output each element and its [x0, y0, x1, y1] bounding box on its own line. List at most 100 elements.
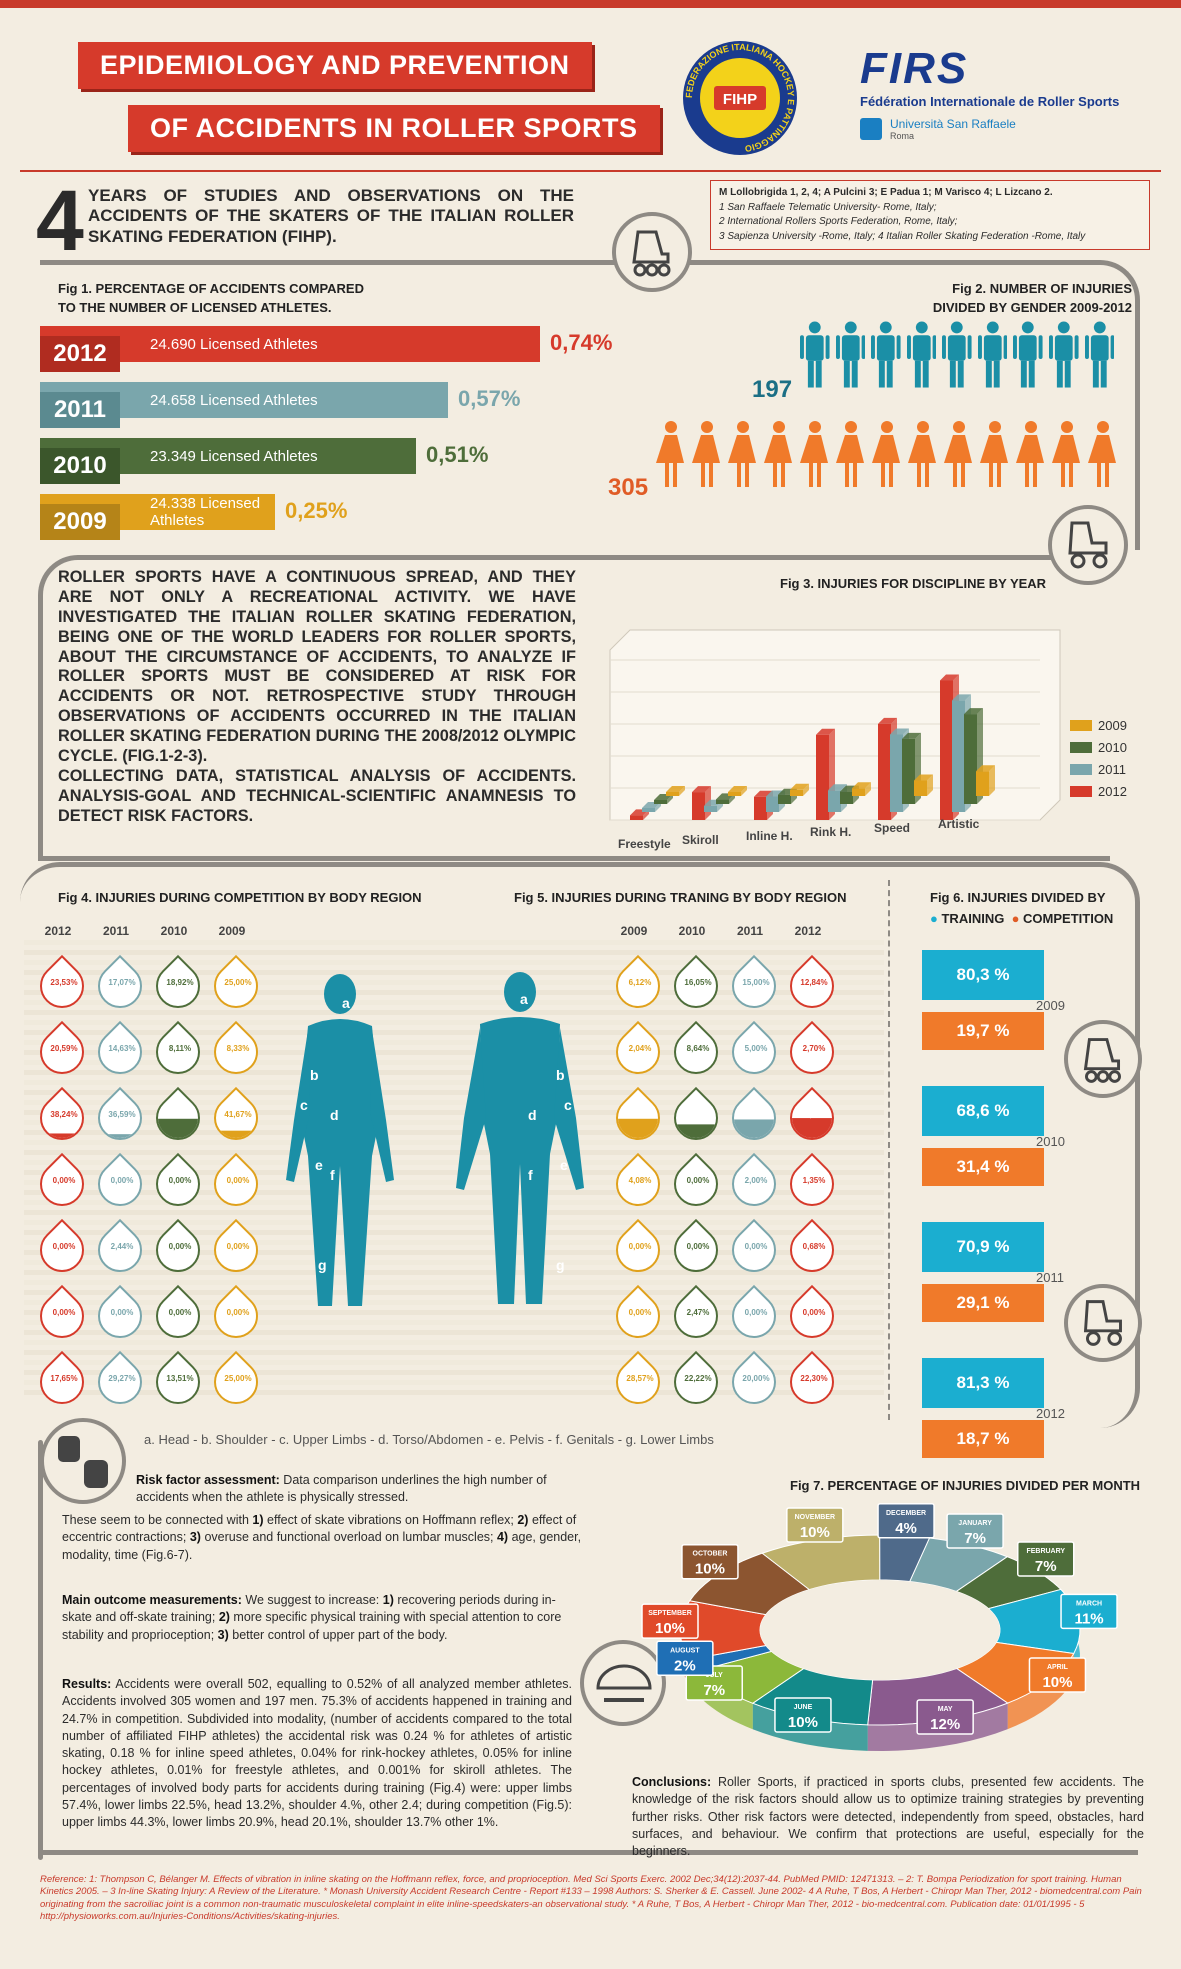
woman-icon	[692, 421, 720, 487]
helmet-badge	[580, 1640, 666, 1726]
stripe	[24, 1340, 884, 1345]
fig4-year-2010: 2010	[160, 924, 188, 938]
fig3-bar-top	[790, 783, 809, 790]
inline-skate-icon	[632, 230, 671, 277]
fig5-drop: 60,14%	[780, 1086, 844, 1150]
droplet-label: 16,05%	[684, 978, 712, 987]
fig3-title: Fig 3. INJURIES FOR DISCIPLINE BY YEAR	[780, 576, 1047, 591]
fig3-bar-2009-Skiroll	[728, 792, 741, 796]
fig5-drop: 5,00%	[722, 1020, 786, 1084]
fig6-chart: 80,3 % 19,7 % 2009 68,6 % 31,4 % 2010 70,9 % 29…	[900, 950, 1120, 1458]
female-region-label: d	[330, 1107, 339, 1123]
fig3-bar-top	[964, 708, 983, 715]
stripe	[24, 1230, 884, 1235]
fig1-bar-2012: 24.690 Licensed Athletes	[40, 326, 540, 362]
fig4-drop: 0,00%	[204, 1218, 268, 1282]
fig5-drop: 8,64%	[664, 1020, 728, 1084]
fig3-category-label: Inline H.	[746, 829, 793, 843]
fig7-label-may: MAY 12%	[916, 1699, 974, 1735]
droplet-label: 36,59%	[108, 1110, 136, 1119]
fig3-bar-2010-Inline H.	[778, 794, 791, 804]
fig3-bar-top	[914, 774, 933, 781]
fig4-chart: 23,53% 17,07% 18,92% 25,00% 20,59% 14,63% 8,11…	[30, 950, 280, 1414]
authors-box: M Lollobrigida 1, 2, 4; A Pulcini 3; E P…	[710, 180, 1150, 250]
fig4-drop: 0,00%	[88, 1152, 152, 1216]
stripe	[24, 1250, 884, 1255]
stripe	[24, 1010, 884, 1015]
fig3-bar-2010-Speed	[902, 738, 915, 804]
fig7-month-label: SEPTEMBER	[648, 1610, 692, 1617]
fig7-label-october: OCTOBER 10%	[681, 1543, 739, 1580]
woman-icon	[1052, 421, 1080, 487]
fig6-competition-2011: 29,1 %	[922, 1284, 1044, 1322]
droplet-label: 2,00%	[744, 1176, 768, 1185]
droplet-fill	[99, 1403, 152, 1414]
fig3-legend-label: 2011	[1098, 762, 1126, 777]
quad-skate-icon	[1068, 521, 1108, 569]
droplet-label: 0,00%	[52, 1308, 76, 1317]
fig4-drop: 0,00%	[30, 1284, 94, 1348]
stripe	[24, 1170, 884, 1175]
droplet-label: 17,07%	[108, 978, 136, 987]
droplet-label: 12,84%	[800, 978, 828, 987]
droplet-label: 38,24%	[50, 1110, 78, 1119]
fig5-drop: 58,00%	[722, 1086, 786, 1150]
female-region-label: f	[330, 1167, 335, 1183]
fig5-drop: 2,04%	[606, 1020, 670, 1084]
fig6-competition-2009: 19,7 %	[922, 1012, 1044, 1050]
female-region-label: e	[315, 1157, 323, 1173]
fig2-title: Fig 2. NUMBER OF INJURIES DIVIDED BY GEN…	[932, 281, 1132, 315]
fig3-bar-2010-Freestyle	[654, 800, 667, 804]
droplet-fill	[215, 1130, 268, 1150]
fig5-drop: 2,00%	[722, 1152, 786, 1216]
stripe	[24, 940, 884, 945]
stripe	[24, 1330, 884, 1335]
droplet-label: 0,00%	[628, 1308, 652, 1317]
fig7-pct-label: 10%	[800, 1524, 830, 1541]
fig7-pct-label: 10%	[1042, 1674, 1072, 1691]
stripe	[24, 1380, 884, 1385]
fig5-drop: 0,00%	[664, 1152, 728, 1216]
fig3-bar-side	[667, 794, 673, 804]
fig7-pct-label: 11%	[1074, 1610, 1103, 1627]
fig3-bar-2010-Artistic	[964, 714, 977, 804]
fig4-drop: 38,24%	[30, 1086, 94, 1150]
fig3-bar-top	[890, 728, 909, 735]
fig3-bar-2011-Artistic	[952, 700, 965, 812]
droplet-fill	[41, 1011, 94, 1018]
stripe	[24, 1360, 884, 1365]
male-region-label: d	[528, 1107, 537, 1123]
stripe	[24, 1190, 884, 1195]
intro-big-number: 4	[36, 173, 84, 269]
fig5-drop: 28,57%	[606, 1350, 670, 1414]
fig3-bar-top	[692, 786, 711, 793]
droplet-label: 0,00%	[744, 1242, 768, 1251]
droplet-fill	[41, 1079, 94, 1084]
fig7-pct-label: 10%	[655, 1620, 685, 1637]
references: Reference: 1: Thompson C, Bélanger M. Ef…	[40, 1874, 1142, 1923]
droplet-label: 0,00%	[226, 1242, 250, 1251]
header-divider	[20, 170, 1161, 172]
droplet-label: 28,57%	[626, 1374, 654, 1383]
fig4-drop: 0,00%	[30, 1152, 94, 1216]
fig3-bar-2011-Freestyle	[642, 808, 655, 812]
stripe	[24, 1130, 884, 1135]
fig3-legend-swatch	[1070, 786, 1092, 797]
droplet-label: 8,11%	[168, 1044, 192, 1053]
university-name: Università San Raffaele	[890, 117, 1016, 131]
droplet-label: 2,04%	[628, 1044, 652, 1053]
droplet-label: 14,63%	[108, 1044, 136, 1053]
fig5-drop: 2,70%	[780, 1020, 844, 1084]
man-icon	[800, 321, 830, 388]
fig6-training-label: TRAINING	[941, 911, 1005, 926]
stripe	[24, 1270, 884, 1275]
knee-pad-icon	[58, 1436, 108, 1488]
fig3-bar-side	[729, 793, 735, 804]
droplet-label: 22,30%	[800, 1374, 828, 1383]
droplet-label: 0,00%	[802, 1308, 826, 1317]
fig5-drop: 0,00%	[780, 1284, 844, 1348]
fig5-drop: 20,00%	[722, 1350, 786, 1414]
fig3-bar-2012-Inline H.	[754, 796, 767, 820]
droplet-fill	[617, 1118, 670, 1150]
droplet-label: 23,53%	[50, 978, 78, 987]
